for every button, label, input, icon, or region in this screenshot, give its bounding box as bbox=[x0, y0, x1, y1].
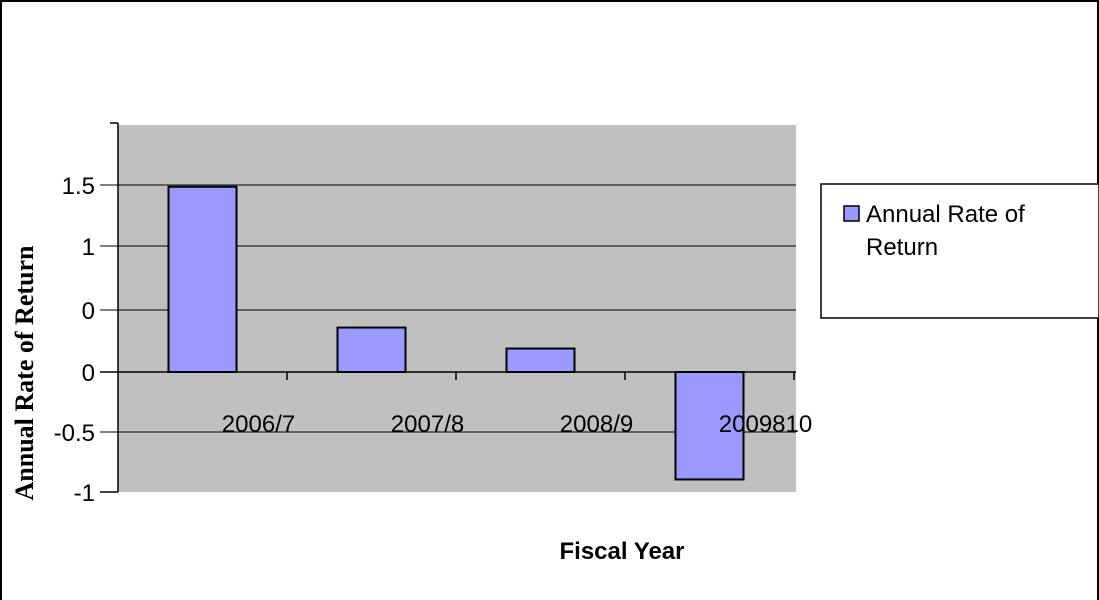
legend-swatch bbox=[843, 205, 860, 222]
tick-labels: -1 -0.5 0 0 1 1.5 2006/7 2007/8 2008/9 2009810 bbox=[54, 173, 813, 507]
y-tick-label: -1 bbox=[74, 480, 95, 507]
legend: Annual Rate of Return bbox=[820, 183, 1099, 319]
bars bbox=[167, 185, 745, 481]
y-tick-label: 0 bbox=[82, 298, 95, 325]
x-tick-label: 2009810 bbox=[719, 411, 812, 438]
x-tick-label: 2008/9 bbox=[560, 411, 633, 438]
bar bbox=[336, 326, 407, 374]
bar bbox=[167, 185, 238, 373]
y-tick-label: 1.5 bbox=[62, 173, 95, 200]
x-tick-label: 2007/8 bbox=[391, 411, 464, 438]
x-tick-label: 2006/7 bbox=[222, 411, 295, 438]
y-tick-label: -0.5 bbox=[54, 420, 95, 447]
y-axis-title: Annual Rate of Return bbox=[10, 245, 39, 500]
y-tick-label: 0 bbox=[82, 360, 95, 387]
legend-label: Annual Rate of Return bbox=[866, 201, 1025, 261]
x-axis-title: Fiscal Year bbox=[560, 538, 685, 565]
legend-box bbox=[820, 183, 1099, 319]
bar bbox=[505, 347, 576, 374]
axes bbox=[100, 122, 796, 493]
y-tick-label: 1 bbox=[82, 234, 95, 261]
bar bbox=[674, 371, 745, 481]
